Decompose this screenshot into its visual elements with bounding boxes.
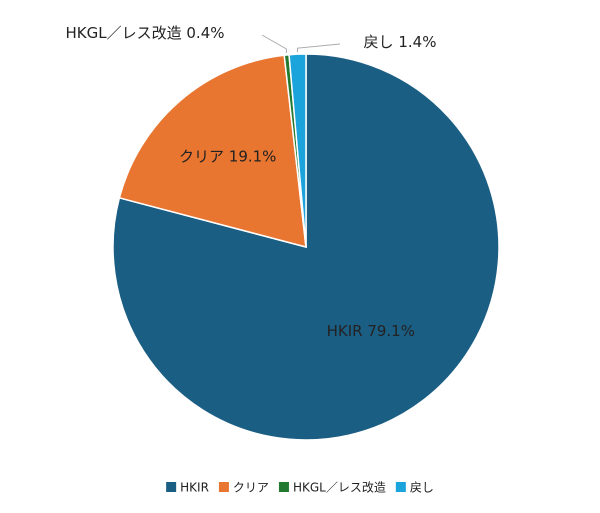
legend-swatch — [395, 482, 406, 492]
label-name: HKIR — [327, 322, 363, 340]
leader-line — [261, 34, 287, 53]
leader-line — [296, 43, 341, 53]
pie-slice — [118, 54, 307, 249]
legend-label: 戻し — [410, 481, 434, 495]
label-value: 0.4% — [186, 24, 224, 42]
label-name: 戻し — [364, 33, 394, 51]
label-value: 1.4% — [398, 33, 436, 51]
label-value: 79.1% — [367, 322, 415, 340]
data-label: クリア 19.1% — [179, 147, 276, 165]
legend: HKIR クリア HKGL／レス改造 戻し — [166, 481, 434, 495]
legend-swatch — [218, 482, 229, 492]
legend-label: HKIR — [180, 481, 209, 495]
legend-label: HKGL／レス改造 — [293, 481, 386, 495]
legend-label: クリア — [233, 481, 269, 495]
pie-slice — [288, 53, 307, 248]
legend-swatch — [278, 482, 289, 492]
label-value: 19.1% — [229, 147, 277, 165]
label-name: クリア — [179, 147, 224, 165]
label-name: HKGL／レス改造 — [66, 24, 182, 42]
data-label: 戻し 1.4% — [364, 33, 437, 51]
legend-swatch — [166, 482, 177, 492]
data-label: HKGL／レス改造 0.4% — [66, 24, 225, 42]
data-label: HKIR 79.1% — [327, 322, 415, 340]
